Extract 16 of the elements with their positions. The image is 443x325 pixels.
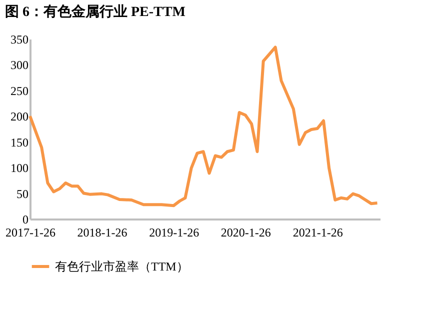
y-tick-label: 150 bbox=[10, 135, 28, 150]
y-tick-label: 0 bbox=[22, 212, 28, 226]
y-tick-label: 100 bbox=[10, 161, 28, 176]
x-tick-label: 2017-1-26 bbox=[6, 226, 56, 240]
x-tick-label: 2020-1-26 bbox=[220, 226, 271, 240]
y-tick-label: 350 bbox=[10, 32, 28, 46]
y-tick-label: 50 bbox=[16, 186, 28, 201]
legend-label: 有色行业市盈率（TTM） bbox=[55, 260, 188, 274]
x-tick-label: 2018-1-26 bbox=[77, 226, 128, 240]
chart-title: 图 6：有色金属行业 PE-TTM bbox=[5, 4, 186, 20]
x-tick-label: 2019-1-26 bbox=[149, 226, 200, 240]
y-tick-label: 300 bbox=[10, 58, 28, 72]
y-tick-label: 200 bbox=[10, 110, 28, 124]
x-tick-label: 2021-1-26 bbox=[292, 226, 343, 240]
line-series bbox=[28, 46, 379, 208]
y-tick-label: 250 bbox=[10, 84, 28, 98]
